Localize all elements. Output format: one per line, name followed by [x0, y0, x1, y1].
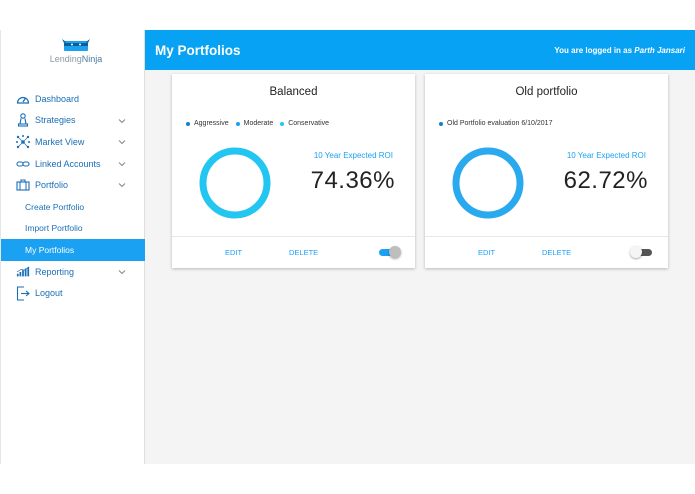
sidebar-item-label: Portfolio: [35, 180, 69, 191]
sidebar-item-reporting[interactable]: Reporting: [1, 261, 145, 283]
donut-segment: [199, 147, 271, 219]
edit-button[interactable]: EDIT: [478, 248, 496, 257]
card-actions: EDIT DELETE: [425, 236, 668, 268]
legend-item-aggressive: Aggressive: [186, 120, 229, 127]
sidebar-item-portfolio[interactable]: Portfolio: [1, 174, 145, 196]
sidebar-item-dashboard[interactable]: Dashboard: [1, 88, 145, 110]
link-icon: [16, 157, 30, 171]
chart-legend: Aggressive Moderate Conservative: [186, 120, 336, 127]
sidebar-item-linked-accounts[interactable]: Linked Accounts: [1, 153, 145, 175]
sidebar-nav: Dashboard Strategies Market View Linked …: [1, 88, 145, 304]
chart-legend: Old Portfolio evaluation 6/10/2017: [439, 120, 559, 127]
roi-label: 10 Year Expected ROI: [313, 151, 393, 160]
legend-item-old-portfolio: Old Portfolio evaluation 6/10/2017: [439, 120, 552, 127]
chevron-down-icon[interactable]: [117, 180, 127, 190]
sidebar-item-label: Market View: [35, 136, 85, 147]
sidebar-item-label: Dashboard: [35, 93, 80, 104]
portfolio-card-balanced: Balanced Aggressive Moderate Conservativ…: [172, 74, 415, 268]
legend-item-moderate: Moderate: [235, 120, 273, 127]
edit-button[interactable]: EDIT: [225, 248, 243, 257]
page-title: My Portfolios: [155, 42, 241, 58]
logo-text: LendingNinja: [49, 54, 103, 64]
legend-dot: [235, 121, 240, 126]
sidebar-item-logout[interactable]: Logout: [1, 282, 145, 304]
logged-in-user: You are logged in as Parth Jansari: [554, 45, 685, 55]
card-actions: EDIT DELETE: [172, 236, 415, 268]
toggle-track: [632, 249, 652, 256]
chevron-down-icon[interactable]: [117, 116, 127, 126]
legend-item-conservative: Conservative: [280, 120, 329, 127]
legend-dot: [439, 121, 443, 126]
sidebar: LendingNinja Dashboard Strategies Market…: [0, 30, 145, 464]
sidebar-subitem-import-portfolio[interactable]: Import Portfolio: [25, 223, 83, 234]
sidebar-item-label: Strategies: [35, 115, 76, 126]
card-title: Old portfolio: [515, 86, 578, 98]
chevron-down-icon[interactable]: [117, 159, 127, 169]
legend-dot: [280, 121, 285, 126]
card-title: Balanced: [269, 86, 318, 98]
legend-dot: [186, 121, 190, 126]
active-toggle[interactable]: [630, 246, 654, 258]
delete-button[interactable]: DELETE: [542, 248, 572, 257]
chevron-down-icon[interactable]: [117, 137, 127, 147]
toggle-knob: [630, 246, 642, 258]
roi-label: 10 Year Expected ROI: [566, 151, 646, 160]
toggle-knob: [389, 246, 401, 258]
donut-segment: [452, 147, 524, 219]
active-toggle[interactable]: [377, 246, 401, 258]
logout-icon: [16, 286, 30, 301]
bar-chart-icon: [16, 265, 30, 279]
header-bar: My Portfolios You are logged in as Parth…: [145, 30, 695, 70]
sidebar-subitem-my-portfolios[interactable]: My Portfolios: [1, 239, 145, 261]
allocation-donut-chart: [199, 147, 271, 219]
sidebar-item-label: Reporting: [35, 266, 75, 277]
chess-icon: [16, 113, 30, 127]
sidebar-item-label: Linked Accounts: [35, 158, 101, 169]
roi-value: 62.72%: [563, 167, 648, 194]
sidebar-item-market-view[interactable]: Market View: [1, 131, 145, 153]
speedometer-icon: [16, 92, 30, 106]
ninja-logo-icon: [62, 39, 90, 51]
chevron-down-icon[interactable]: [117, 267, 127, 277]
sidebar-item-strategies[interactable]: Strategies: [1, 110, 145, 132]
allocation-donut-chart: [452, 147, 524, 219]
sidebar-subitem-create-portfolio[interactable]: Create Portfolio: [25, 201, 85, 212]
briefcase-icon: [16, 178, 30, 192]
delete-button[interactable]: DELETE: [289, 248, 319, 257]
portfolio-card-old: Old portfolio Old Portfolio evaluation 6…: [425, 74, 668, 268]
roi-value: 74.36%: [310, 167, 395, 194]
sidebar-item-label: Logout: [35, 288, 63, 299]
network-icon: [16, 134, 30, 149]
logo[interactable]: LendingNinja: [41, 38, 111, 68]
